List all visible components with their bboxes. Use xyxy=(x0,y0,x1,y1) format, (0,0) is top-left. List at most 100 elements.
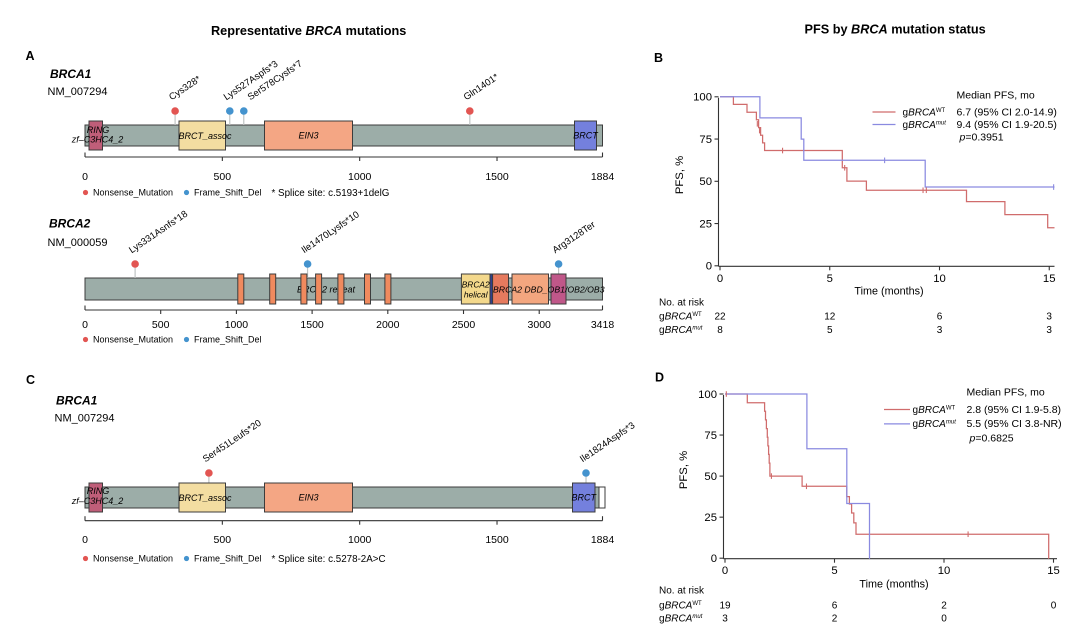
svg-text:1000: 1000 xyxy=(348,534,372,546)
svg-text:BRCA2 DBD_OB1/OB2/OB3: BRCA2 DBD_OB1/OB2/OB3 xyxy=(493,285,605,295)
svg-text:Nonsense_Mutation: Nonsense_Mutation xyxy=(93,335,173,345)
svg-text:5: 5 xyxy=(827,273,833,285)
svg-text:p=0.3951: p=0.3951 xyxy=(959,131,1004,143)
svg-text:EIN3: EIN3 xyxy=(298,131,318,141)
svg-text:Median PFS, mo: Median PFS, mo xyxy=(967,387,1045,399)
svg-text:p=0.6825: p=0.6825 xyxy=(969,433,1014,445)
svg-text:3: 3 xyxy=(1046,325,1052,336)
svg-text:22: 22 xyxy=(714,312,726,323)
svg-text:RING: RING xyxy=(87,125,110,135)
svg-text:BRCT_assoc: BRCT_assoc xyxy=(178,493,232,503)
svg-text:2: 2 xyxy=(832,614,838,625)
svg-text:Frame_Shift_Del: Frame_Shift_Del xyxy=(194,335,262,345)
svg-text:BRCA2: BRCA2 xyxy=(462,280,490,290)
svg-text:PFS, %: PFS, % xyxy=(674,156,686,194)
svg-text:RING: RING xyxy=(87,486,110,496)
svg-text:500: 500 xyxy=(152,319,170,331)
svg-text:1884: 1884 xyxy=(591,534,615,546)
svg-text:zf–C3HC4_2: zf–C3HC4_2 xyxy=(71,496,124,506)
svg-text:1500: 1500 xyxy=(300,319,324,331)
svg-text:EIN3: EIN3 xyxy=(298,493,318,503)
svg-text:6.7 (95% CI 2.0-14.9): 6.7 (95% CI 2.0-14.9) xyxy=(957,106,1057,118)
svg-text:BRCA1: BRCA1 xyxy=(56,394,98,408)
svg-text:BRCA2: BRCA2 xyxy=(49,217,91,231)
svg-text:19: 19 xyxy=(719,601,731,612)
svg-text:100: 100 xyxy=(698,389,717,401)
svg-text:BRCT_assoc: BRCT_assoc xyxy=(178,131,232,141)
svg-text:10: 10 xyxy=(938,565,951,577)
svg-text:0: 0 xyxy=(941,614,947,625)
svg-text:gBRCAmut: gBRCAmut xyxy=(903,120,947,131)
svg-text:* Splice site: c.5278-2A>C: * Splice site: c.5278-2A>C xyxy=(272,554,386,565)
svg-text:Time (months): Time (months) xyxy=(854,286,923,298)
svg-text:3: 3 xyxy=(1046,312,1052,323)
svg-text:75: 75 xyxy=(699,134,712,146)
svg-text:BRCA2 repeat: BRCA2 repeat xyxy=(297,285,356,295)
svg-text:0: 0 xyxy=(706,261,712,273)
svg-text:75: 75 xyxy=(704,430,717,442)
svg-text:Representative BRCA mutations: Representative BRCA mutations xyxy=(211,24,406,38)
svg-text:1000: 1000 xyxy=(348,171,372,183)
svg-text:50: 50 xyxy=(699,176,712,188)
svg-text:3418: 3418 xyxy=(591,319,615,331)
svg-text:Time (months): Time (months) xyxy=(859,579,928,591)
svg-text:12: 12 xyxy=(824,312,836,323)
svg-text:5: 5 xyxy=(827,325,833,336)
svg-text:BRCT: BRCT xyxy=(573,131,599,141)
svg-text:helical: helical xyxy=(464,290,489,300)
svg-text:3: 3 xyxy=(937,325,943,336)
svg-text:2.8 (95% CI 1.9-5.8): 2.8 (95% CI 1.9-5.8) xyxy=(967,404,1062,416)
svg-text:Frame_Shift_Del: Frame_Shift_Del xyxy=(194,554,262,564)
svg-text:gBRCAWT: gBRCAWT xyxy=(659,312,702,323)
svg-text:gBRCAmut: gBRCAmut xyxy=(659,614,703,625)
svg-text:50: 50 xyxy=(704,471,717,483)
svg-text:zf–C3HC4_2: zf–C3HC4_2 xyxy=(71,135,124,145)
svg-text:PFS, %: PFS, % xyxy=(678,451,690,489)
svg-text:2000: 2000 xyxy=(376,319,400,331)
svg-text:gBRCAWT: gBRCAWT xyxy=(903,107,946,118)
svg-text:500: 500 xyxy=(214,534,232,546)
svg-text:10: 10 xyxy=(933,273,946,285)
svg-text:25: 25 xyxy=(704,512,717,524)
svg-text:Frame_Shift_Del: Frame_Shift_Del xyxy=(194,188,262,198)
svg-text:1500: 1500 xyxy=(485,171,509,183)
svg-text:BRCA1: BRCA1 xyxy=(50,67,92,81)
svg-text:No. at risk: No. at risk xyxy=(659,298,705,309)
svg-text:0: 0 xyxy=(1051,601,1057,612)
svg-text:0: 0 xyxy=(722,565,728,577)
svg-text:3: 3 xyxy=(722,614,728,625)
svg-text:NM_007294: NM_007294 xyxy=(55,413,115,425)
svg-text:2: 2 xyxy=(941,601,947,612)
svg-text:BRCT: BRCT xyxy=(572,493,598,503)
svg-text:500: 500 xyxy=(214,171,232,183)
svg-text:A: A xyxy=(26,49,35,63)
svg-text:25: 25 xyxy=(699,218,712,230)
svg-text:5: 5 xyxy=(831,565,837,577)
svg-text:5.5 (95% CI 3.8-NR): 5.5 (95% CI 3.8-NR) xyxy=(967,418,1062,430)
svg-text:NM_007294: NM_007294 xyxy=(48,86,108,98)
svg-text:0: 0 xyxy=(82,319,88,331)
svg-text:1000: 1000 xyxy=(225,319,249,331)
svg-text:gBRCAWT: gBRCAWT xyxy=(659,601,702,612)
svg-text:6: 6 xyxy=(937,312,943,323)
svg-text:B: B xyxy=(654,51,663,65)
svg-text:1500: 1500 xyxy=(485,534,509,546)
svg-text:0: 0 xyxy=(82,171,88,183)
svg-text:0: 0 xyxy=(82,534,88,546)
svg-text:gBRCAWT: gBRCAWT xyxy=(913,405,956,416)
svg-text:8: 8 xyxy=(717,325,723,336)
svg-text:3000: 3000 xyxy=(528,319,552,331)
svg-text:Nonsense_Mutation: Nonsense_Mutation xyxy=(93,188,173,198)
svg-text:1884: 1884 xyxy=(591,171,615,183)
svg-text:6: 6 xyxy=(832,601,838,612)
svg-text:0: 0 xyxy=(711,553,717,565)
svg-text:0: 0 xyxy=(717,273,723,285)
svg-text:NM_000059: NM_000059 xyxy=(48,237,108,249)
svg-text:No. at risk: No. at risk xyxy=(659,586,705,597)
svg-text:gBRCAmut: gBRCAmut xyxy=(913,419,957,430)
svg-text:15: 15 xyxy=(1047,565,1060,577)
svg-text:gBRCAmut: gBRCAmut xyxy=(659,325,703,336)
svg-text:100: 100 xyxy=(693,92,712,104)
svg-text:Nonsense_Mutation: Nonsense_Mutation xyxy=(93,554,173,564)
svg-text:C: C xyxy=(26,373,35,387)
